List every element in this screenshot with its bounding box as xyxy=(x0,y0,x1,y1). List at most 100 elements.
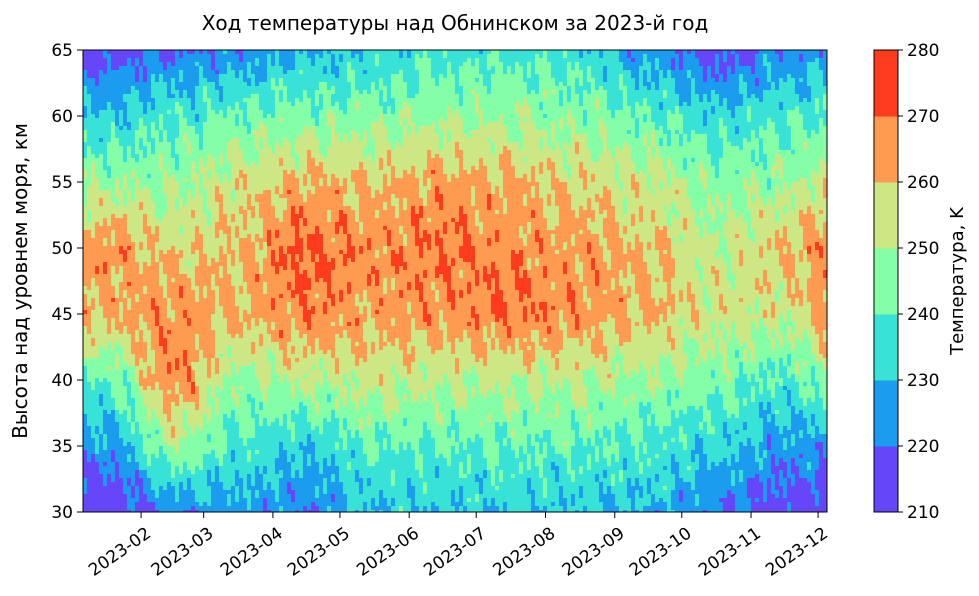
contour-cell xyxy=(139,350,144,355)
contour-cell xyxy=(191,146,196,151)
contour-cell xyxy=(111,154,116,159)
contour-cell xyxy=(251,342,256,347)
contour-cell xyxy=(127,166,132,171)
contour-cell xyxy=(151,150,156,155)
contour-cell xyxy=(243,222,248,227)
contour-cell xyxy=(111,118,116,123)
contour-cell xyxy=(103,198,108,203)
contour-cell xyxy=(139,394,144,399)
contour-cell xyxy=(219,386,224,391)
contour-cell xyxy=(171,322,176,327)
contour-cell xyxy=(147,102,152,107)
contour-cell xyxy=(167,238,172,243)
contour-cell xyxy=(123,306,128,311)
contour-cell xyxy=(119,278,124,283)
contour-cell xyxy=(187,330,192,335)
contour-cell xyxy=(251,174,256,179)
contour-cell xyxy=(163,90,168,95)
contour-cell xyxy=(203,386,208,391)
contour-cell xyxy=(219,126,224,131)
contour-cell xyxy=(175,342,180,347)
contour-cell xyxy=(163,238,168,243)
contour-cell xyxy=(123,462,128,467)
contour-cell xyxy=(195,434,200,439)
contour-cell xyxy=(151,130,156,135)
contour-cell xyxy=(115,450,120,455)
contour-cell xyxy=(91,86,96,91)
contour-cell xyxy=(143,154,148,159)
contour-cell xyxy=(159,330,164,335)
contour-cell xyxy=(107,278,112,283)
contour-cell xyxy=(171,194,176,199)
contour-cell xyxy=(127,506,132,511)
contour-cell xyxy=(119,158,124,163)
contour-cell xyxy=(215,322,220,327)
contour-cell xyxy=(251,234,256,239)
contour-cell xyxy=(183,438,188,443)
contour-cell xyxy=(99,338,104,343)
contour-cell xyxy=(127,446,132,451)
contour-cell xyxy=(95,398,100,403)
contour-cell xyxy=(167,210,172,215)
contour-cell xyxy=(99,346,104,351)
contour-cell xyxy=(111,446,116,451)
contour-cell xyxy=(203,190,208,195)
contour-cell xyxy=(143,446,148,451)
contour-cell xyxy=(155,230,160,235)
contour-cell xyxy=(247,190,252,195)
contour-cell xyxy=(135,350,140,355)
contour-cell xyxy=(119,298,124,303)
contour-cell xyxy=(183,126,188,131)
contour-cell xyxy=(203,150,208,155)
contour-cell xyxy=(199,394,204,399)
contour-cell xyxy=(119,58,124,63)
contour-cell xyxy=(187,498,192,503)
contour-cell xyxy=(235,154,240,159)
contour-cell xyxy=(95,290,100,295)
contour-cell xyxy=(107,382,112,387)
contour-cell xyxy=(123,190,128,195)
contour-cell xyxy=(123,358,128,363)
contour-cell xyxy=(195,382,200,387)
contour-cell xyxy=(123,150,128,155)
contour-cell xyxy=(247,266,252,271)
contour-cell xyxy=(207,134,212,139)
contour-cell xyxy=(215,62,220,67)
contour-cell xyxy=(227,202,232,207)
contour-cell xyxy=(151,106,156,111)
contour-cell xyxy=(227,346,232,351)
contour-cell xyxy=(207,418,212,423)
contour-cell xyxy=(115,350,120,355)
contour-cell xyxy=(155,270,160,275)
contour-cell xyxy=(191,194,196,199)
contour-cell xyxy=(119,106,124,111)
contour-cell xyxy=(215,222,220,227)
contour-cell xyxy=(127,94,132,99)
contour-cell xyxy=(119,370,124,375)
contour-cell xyxy=(83,54,88,59)
contour-cell xyxy=(239,418,244,423)
contour-cell xyxy=(131,154,136,159)
contour-cell xyxy=(83,202,88,207)
contour-cell xyxy=(119,442,124,447)
contour-cell xyxy=(131,138,136,143)
contour-cell xyxy=(223,218,228,223)
contour-cell xyxy=(83,366,88,371)
contour-cell xyxy=(139,118,144,123)
contour-cell xyxy=(187,190,192,195)
contour-cell xyxy=(211,506,216,511)
contour-cell xyxy=(195,410,200,415)
contour-cell xyxy=(135,354,140,359)
contour-cell xyxy=(151,186,156,191)
contour-cell xyxy=(187,206,192,211)
contour-cell xyxy=(107,266,112,271)
contour-cell xyxy=(211,114,216,119)
contour-cell xyxy=(239,482,244,487)
contour-cell xyxy=(143,330,148,335)
contour-cell xyxy=(243,362,248,367)
contour-cell xyxy=(103,490,108,495)
contour-cell xyxy=(83,430,88,435)
contour-cell xyxy=(107,166,112,171)
contour-cell xyxy=(251,438,256,443)
contour-cell xyxy=(115,166,120,171)
